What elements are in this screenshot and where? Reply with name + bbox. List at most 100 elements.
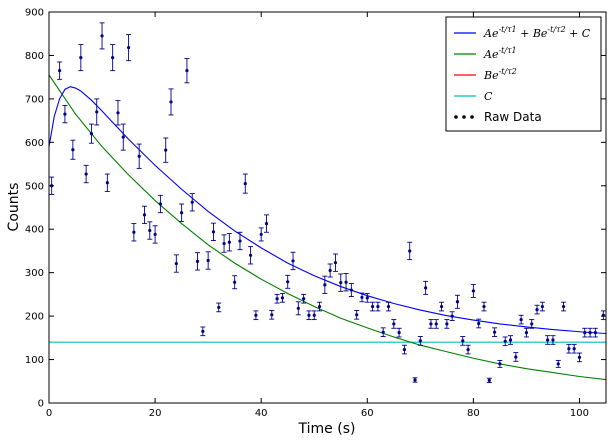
data-point bbox=[460, 336, 466, 346]
data-point bbox=[338, 273, 344, 292]
data-point bbox=[476, 318, 482, 329]
data-point bbox=[274, 293, 280, 304]
data-point bbox=[380, 327, 386, 337]
data-point bbox=[508, 335, 514, 345]
data-point bbox=[115, 100, 121, 126]
legend-dot-swatch bbox=[462, 115, 466, 119]
data-point bbox=[407, 241, 413, 261]
data-point bbox=[359, 292, 365, 303]
data-point bbox=[354, 310, 360, 320]
plot-area bbox=[49, 22, 606, 403]
x-tick-label: 60 bbox=[361, 408, 374, 419]
data-point bbox=[317, 301, 323, 312]
data-point bbox=[534, 304, 540, 315]
data-point bbox=[221, 234, 227, 253]
legend-entry: Ae-t/τ1​ bbox=[454, 46, 517, 61]
data-point bbox=[253, 310, 259, 321]
legend-label: Ae-t/τ1​ + Be-t/τ2​ + C bbox=[483, 25, 591, 40]
data-point bbox=[126, 34, 132, 62]
data-point bbox=[195, 252, 201, 271]
data-point bbox=[78, 44, 84, 72]
data-point bbox=[57, 61, 63, 80]
data-point bbox=[210, 222, 216, 241]
data-point bbox=[184, 58, 190, 84]
x-tick-label: 80 bbox=[467, 408, 480, 419]
y-tick-label: 900 bbox=[25, 8, 44, 19]
data-point bbox=[147, 221, 153, 240]
y-tick-label: 200 bbox=[25, 312, 44, 323]
legend-entry: Raw Data bbox=[454, 110, 542, 124]
data-point bbox=[375, 301, 381, 312]
legend-label: Be-t/τ2​ bbox=[483, 67, 517, 82]
data-point bbox=[322, 275, 328, 294]
data-point bbox=[433, 319, 439, 329]
axis-ticks: 0 20 40 60 80 100 0 100 200 300 400 500 600 700 800 900 bbox=[25, 8, 606, 419]
data-point bbox=[279, 293, 285, 303]
data-point bbox=[327, 263, 333, 278]
x-axis-label: Time (s) bbox=[298, 421, 356, 437]
legend-label: Ae-t/τ1​ bbox=[483, 46, 517, 61]
data-point bbox=[242, 173, 248, 194]
data-point bbox=[295, 301, 301, 316]
data-point bbox=[200, 326, 206, 337]
data-point bbox=[486, 377, 492, 384]
data-point bbox=[306, 310, 312, 321]
data-point bbox=[513, 352, 519, 362]
data-point bbox=[545, 335, 551, 345]
legend-entry: Be-t/τ2​ bbox=[454, 67, 517, 82]
legend-label: Raw Data bbox=[484, 110, 542, 124]
data-point bbox=[423, 280, 429, 295]
data-point bbox=[104, 173, 110, 192]
y-tick-label: 400 bbox=[25, 225, 44, 236]
data-point bbox=[370, 301, 376, 312]
data-point bbox=[444, 319, 450, 329]
legend-box bbox=[445, 16, 602, 132]
y-tick-label: 600 bbox=[25, 138, 44, 149]
data-point bbox=[600, 310, 606, 321]
data-point bbox=[136, 143, 142, 169]
data-point bbox=[492, 327, 498, 337]
data-point bbox=[412, 377, 418, 383]
series-line-exp-a bbox=[49, 74, 606, 381]
data-point bbox=[502, 336, 508, 347]
x-tick-label: 0 bbox=[46, 408, 52, 419]
series-line-total-fit bbox=[49, 86, 606, 335]
data-point bbox=[497, 359, 503, 368]
data-point bbox=[470, 283, 476, 298]
data-point bbox=[110, 44, 116, 72]
data-point bbox=[332, 253, 338, 272]
data-point bbox=[561, 301, 567, 312]
x-tick-label: 20 bbox=[149, 408, 162, 419]
data-point bbox=[348, 283, 354, 298]
data-point bbox=[391, 319, 397, 329]
data-point bbox=[529, 319, 535, 329]
data-point bbox=[290, 251, 296, 271]
y-tick-label: 300 bbox=[25, 268, 44, 279]
data-point bbox=[311, 310, 317, 321]
legend: Ae-t/τ1​ + Be-t/τ2​ + C Ae-t/τ1​ Be-t/τ2​ C… bbox=[445, 16, 602, 132]
data-point bbox=[237, 231, 243, 251]
data-point bbox=[157, 194, 163, 214]
data-point bbox=[555, 359, 561, 368]
y-tick-label: 500 bbox=[25, 181, 44, 192]
data-point bbox=[131, 223, 137, 242]
data-point bbox=[518, 314, 524, 325]
data-point bbox=[582, 327, 588, 338]
data-point bbox=[301, 293, 307, 304]
legend-dot-swatch bbox=[454, 115, 458, 119]
data-point bbox=[205, 251, 211, 270]
data-point bbox=[587, 327, 593, 338]
data-point bbox=[449, 311, 455, 321]
data-point bbox=[258, 227, 264, 242]
data-point bbox=[168, 88, 174, 116]
data-point bbox=[481, 301, 487, 312]
data-point bbox=[141, 205, 147, 225]
data-point bbox=[232, 275, 238, 290]
data-point bbox=[173, 254, 179, 273]
data-point bbox=[163, 137, 169, 163]
y-tick-label: 100 bbox=[25, 355, 44, 366]
legend-dot-swatch bbox=[470, 115, 474, 119]
data-point bbox=[428, 319, 434, 329]
x-tick-label: 40 bbox=[255, 408, 268, 419]
